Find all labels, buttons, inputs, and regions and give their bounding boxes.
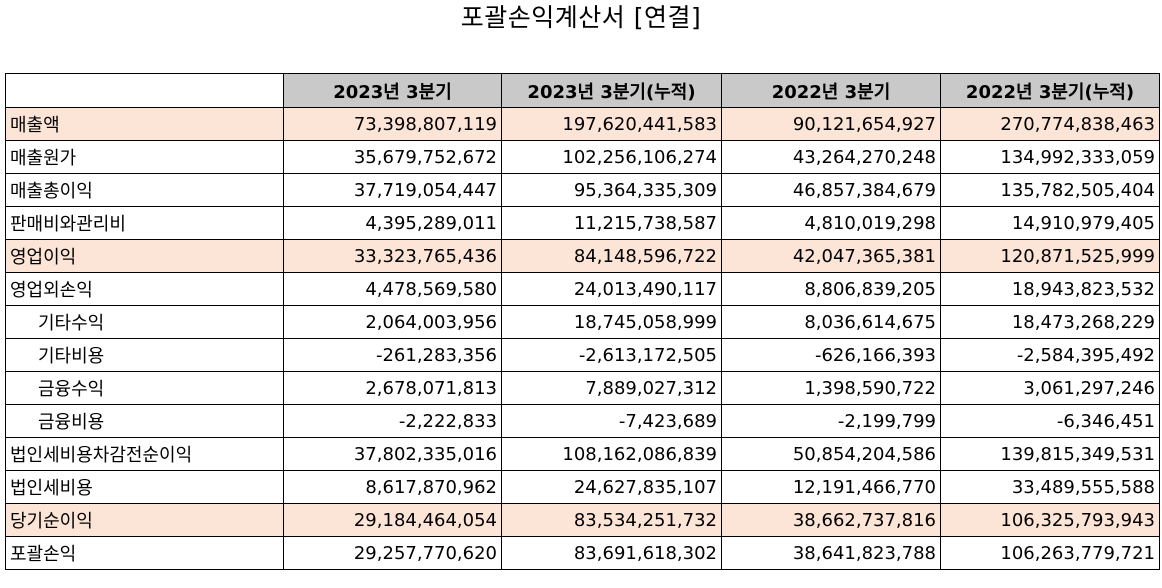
table-header-row: 2023년 3분기 2023년 3분기(누적) 2022년 3분기 2022년 … [5, 73, 1160, 108]
table-row: 판매비와관리비 4,395,289,011 11,215,738,587 4,810,… [5, 206, 1160, 240]
table-row: 영업외손익 4,478,569,580 24,013,490,117 8,806,83… [5, 272, 1160, 306]
table-row: 법인세비용 8,617,870,962 24,627,835,107 12,191,4… [5, 470, 1160, 504]
value-cell: 8,036,614,675 [721, 305, 941, 339]
value-cell: 50,854,204,586 [721, 437, 941, 471]
value-cell: 37,802,335,016 [283, 437, 502, 471]
table-row: 금융비용 -2,222,833 -7,423,689 -2,199,799 -6,346… [5, 404, 1160, 438]
value-cell: 18,745,058,999 [501, 305, 722, 339]
table-row: 기타수익 2,064,003,956 18,745,058,999 8,036,614… [5, 305, 1160, 339]
column-header: 2022년 3분기 [721, 73, 941, 108]
value-cell: -7,423,689 [501, 404, 722, 438]
value-cell: -626,166,393 [721, 338, 941, 372]
value-cell: 3,061,297,246 [940, 371, 1160, 405]
row-label: 영업외손익 [5, 272, 284, 306]
value-cell: 18,943,823,532 [940, 272, 1160, 306]
row-label: 판매비와관리비 [5, 206, 284, 240]
value-cell: 90,121,654,927 [721, 107, 941, 141]
table-row: 매출총이익 37,719,054,447 95,364,335,309 46,857,… [5, 173, 1160, 207]
table-row: 기타비용 -261,283,356 -2,613,172,505 -626,166,3… [5, 338, 1160, 372]
row-label: 기타수익 [5, 305, 284, 339]
value-cell: 24,013,490,117 [501, 272, 722, 306]
value-cell: 38,641,823,788 [721, 536, 941, 570]
value-cell: 24,627,835,107 [501, 470, 722, 504]
value-cell: 4,395,289,011 [283, 206, 502, 240]
column-header: 2023년 3분기 [283, 73, 502, 108]
table-row: 영업이익 33,323,765,436 84,148,596,722 42,047,3… [5, 239, 1160, 273]
row-label: 금융비용 [5, 404, 284, 438]
value-cell: 83,534,251,732 [501, 503, 722, 537]
value-cell: 1,398,590,722 [721, 371, 941, 405]
value-cell: -261,283,356 [283, 338, 502, 372]
value-cell: -2,613,172,505 [501, 338, 722, 372]
value-cell: 83,691,618,302 [501, 536, 722, 570]
value-cell: 43,264,270,248 [721, 140, 941, 174]
value-cell: 33,323,765,436 [283, 239, 502, 273]
table-row: 포괄손익 29,257,770,620 83,691,618,302 38,641,8… [5, 536, 1160, 570]
row-label: 당기순이익 [5, 503, 284, 537]
header-corner-cell [5, 73, 284, 108]
row-label: 포괄손익 [5, 536, 284, 570]
value-cell: 120,871,525,999 [940, 239, 1160, 273]
row-label: 매출총이익 [5, 173, 284, 207]
value-cell: 18,473,268,229 [940, 305, 1160, 339]
value-cell: 4,478,569,580 [283, 272, 502, 306]
value-cell: 106,263,779,721 [940, 536, 1160, 570]
value-cell: 37,719,054,447 [283, 173, 502, 207]
value-cell: -2,584,395,492 [940, 338, 1160, 372]
value-cell: 42,047,365,381 [721, 239, 941, 273]
value-cell: 106,325,793,943 [940, 503, 1160, 537]
value-cell: 197,620,441,583 [501, 107, 722, 141]
value-cell: 135,782,505,404 [940, 173, 1160, 207]
table-row: 금융수익 2,678,071,813 7,889,027,312 1,398,590,… [5, 371, 1160, 405]
column-header: 2022년 3분기(누적) [940, 73, 1160, 108]
value-cell: 2,678,071,813 [283, 371, 502, 405]
row-label: 법인세비용 [5, 470, 284, 504]
value-cell: 33,489,555,588 [940, 470, 1160, 504]
value-cell: 12,191,466,770 [721, 470, 941, 504]
row-label: 기타비용 [5, 338, 284, 372]
table-body: 매출액 73,398,807,119 197,620,441,583 90,121,6… [5, 107, 1160, 570]
value-cell: 7,889,027,312 [501, 371, 722, 405]
row-label: 매출원가 [5, 140, 284, 174]
value-cell: 84,148,596,722 [501, 239, 722, 273]
value-cell: 11,215,738,587 [501, 206, 722, 240]
row-label: 영업이익 [5, 239, 284, 273]
page-title: 포괄손익계산서 [연결] [460, 3, 702, 32]
value-cell: -6,346,451 [940, 404, 1160, 438]
value-cell: 35,679,752,672 [283, 140, 502, 174]
value-cell: 29,184,464,054 [283, 503, 502, 537]
value-cell: 134,992,333,059 [940, 140, 1160, 174]
value-cell: 108,162,086,839 [501, 437, 722, 471]
value-cell: 73,398,807,119 [283, 107, 502, 141]
value-cell: 139,815,349,531 [940, 437, 1160, 471]
value-cell: 14,910,979,405 [940, 206, 1160, 240]
value-cell: 29,257,770,620 [283, 536, 502, 570]
table-row: 당기순이익 29,184,464,054 83,534,251,732 38,662,… [5, 503, 1160, 537]
value-cell: -2,199,799 [721, 404, 941, 438]
value-cell: 4,810,019,298 [721, 206, 941, 240]
row-label: 법인세비용차감전순이익 [5, 437, 284, 471]
value-cell: 95,364,335,309 [501, 173, 722, 207]
value-cell: 38,662,737,816 [721, 503, 941, 537]
value-cell: 102,256,106,274 [501, 140, 722, 174]
income-statement-table: 2023년 3분기 2023년 3분기(누적) 2022년 3분기 2022년 … [5, 73, 1160, 570]
column-header: 2023년 3분기(누적) [501, 73, 722, 108]
row-label: 매출액 [5, 107, 284, 141]
table-row: 매출액 73,398,807,119 197,620,441,583 90,121,6… [5, 107, 1160, 141]
table-row: 법인세비용차감전순이익 37,802,335,016 108,162,086,839… [5, 437, 1160, 471]
value-cell: -2,222,833 [283, 404, 502, 438]
value-cell: 8,617,870,962 [283, 470, 502, 504]
row-label: 금융수익 [5, 371, 284, 405]
value-cell: 270,774,838,463 [940, 107, 1160, 141]
value-cell: 46,857,384,679 [721, 173, 941, 207]
value-cell: 2,064,003,956 [283, 305, 502, 339]
value-cell: 8,806,839,205 [721, 272, 941, 306]
table-row: 매출원가 35,679,752,672 102,256,106,274 43,264,… [5, 140, 1160, 174]
